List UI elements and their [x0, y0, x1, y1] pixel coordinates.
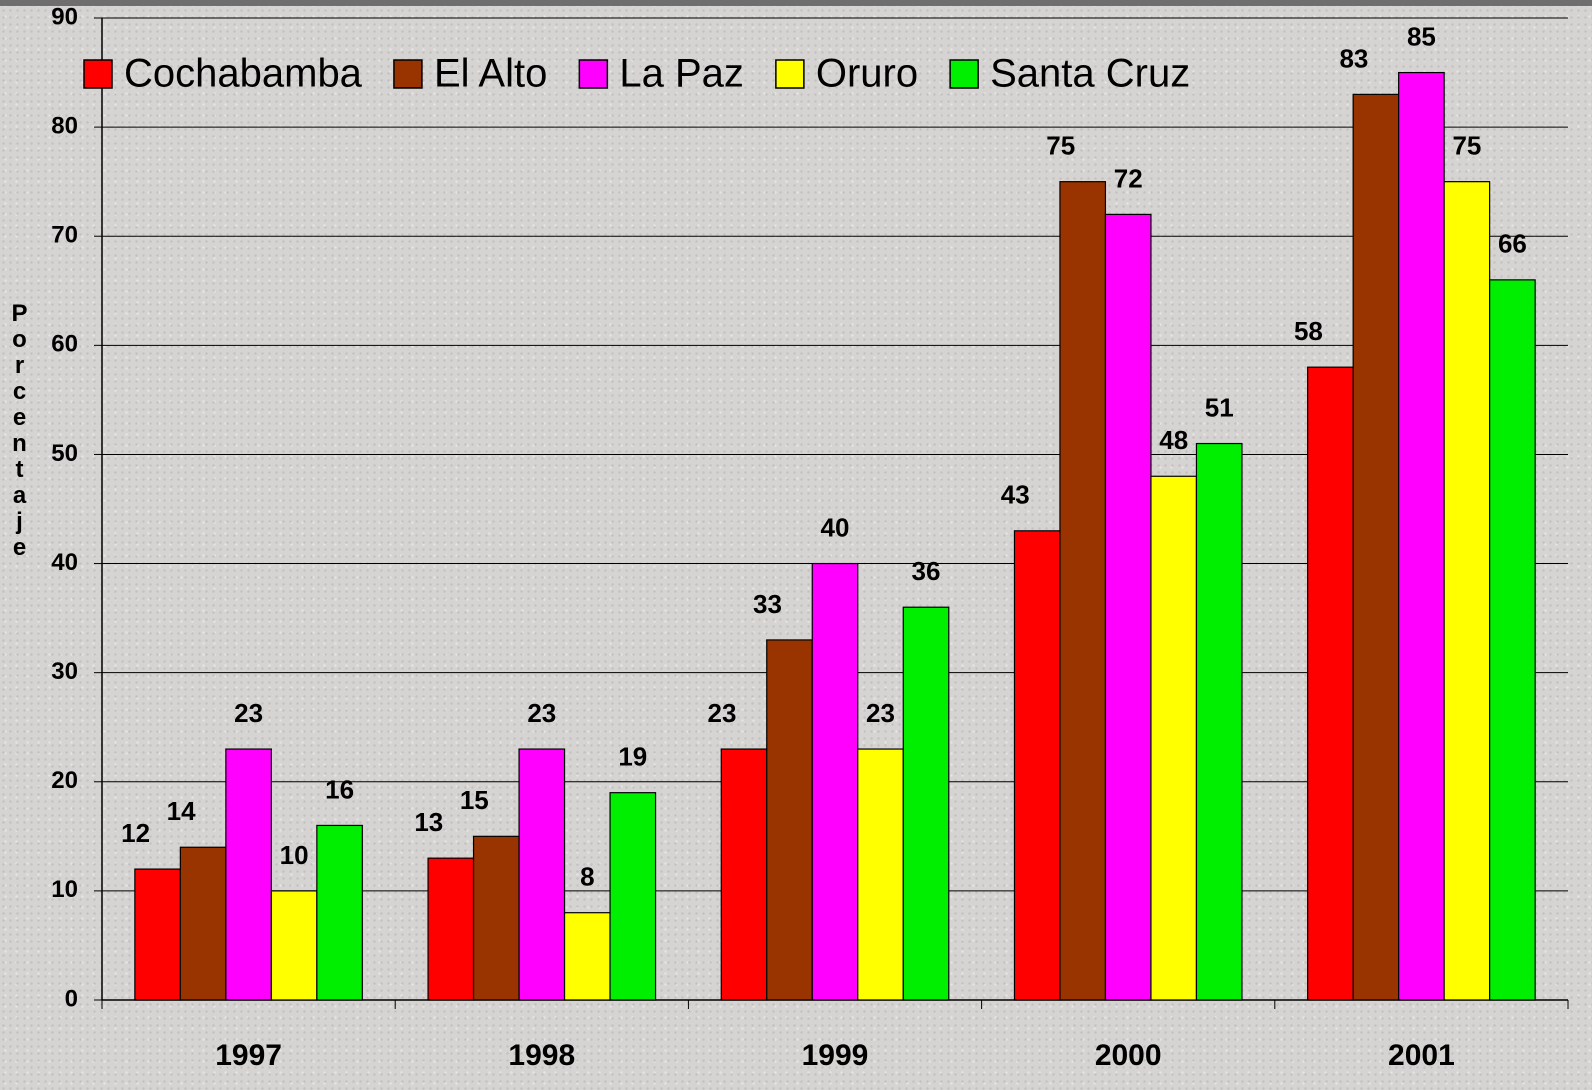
y-tick-label: 30 [51, 658, 78, 685]
bar [563, 912, 611, 1001]
y-tick-label: 0 [65, 985, 78, 1012]
bar [902, 606, 950, 1001]
bar [1352, 93, 1400, 1001]
bar [472, 835, 520, 1001]
legend-label: La Paz [619, 52, 744, 96]
bar [316, 824, 363, 1001]
legend-swatch [775, 59, 805, 89]
y-tick-label: 20 [51, 767, 78, 794]
data-label: 75 [1046, 131, 1075, 161]
data-label: 19 [618, 742, 647, 772]
legend-swatch [578, 59, 609, 89]
top-strip [0, 0, 1592, 6]
data-label: 51 [1205, 392, 1234, 422]
legend-swatch [83, 59, 113, 89]
data-label: 8 [580, 862, 594, 892]
bar [1489, 279, 1536, 1001]
data-label: 16 [325, 774, 354, 804]
bar [1443, 181, 1491, 1001]
bar [1398, 71, 1445, 1001]
data-label: 43 [1001, 480, 1030, 510]
data-label: 23 [866, 698, 895, 728]
data-label: 75 [1452, 131, 1481, 161]
bar [1150, 475, 1198, 1001]
data-label: 10 [280, 840, 309, 870]
y-tick-label: 50 [51, 440, 78, 467]
bar [179, 846, 227, 1001]
y-tick-label: 80 [51, 112, 78, 139]
y-tick-label: 90 [51, 3, 78, 30]
bar [1307, 366, 1354, 1001]
bar [720, 748, 768, 1001]
data-label: 83 [1339, 43, 1368, 73]
data-label: 40 [821, 512, 850, 542]
legend-label: El Alto [434, 52, 547, 96]
data-label: 23 [708, 698, 737, 728]
data-label: 85 [1407, 21, 1436, 51]
bar [225, 748, 272, 1001]
data-label: 48 [1159, 425, 1188, 455]
bar [609, 792, 657, 1001]
data-label: 72 [1114, 163, 1143, 193]
bar [1195, 442, 1243, 1001]
bar [134, 868, 181, 1001]
data-label: 23 [527, 698, 556, 728]
data-label: 66 [1498, 229, 1527, 259]
legend-label: Oruro [816, 52, 918, 96]
data-label: 23 [234, 698, 263, 728]
bar [270, 890, 318, 1001]
bar [427, 857, 475, 1001]
y-tick-label: 70 [51, 222, 78, 249]
bar [857, 748, 904, 1001]
bar [766, 639, 813, 1001]
x-tick-label: 1999 [802, 1039, 869, 1072]
data-label: 58 [1294, 316, 1323, 346]
data-label: 36 [912, 556, 941, 586]
y-tick-label: 10 [51, 876, 78, 903]
data-label: 12 [121, 818, 150, 848]
legend-swatch [393, 59, 423, 89]
bar [1104, 213, 1152, 1001]
x-tick-label: 1998 [508, 1039, 575, 1072]
x-tick-label: 1997 [215, 1039, 282, 1072]
data-label: 13 [414, 807, 443, 837]
data-label: 33 [753, 589, 782, 619]
y-tick-label: 60 [51, 331, 78, 358]
legend-label: Cochabamba [124, 52, 363, 96]
legend-swatch [949, 59, 979, 89]
bar [1059, 181, 1107, 1001]
x-tick-label: 2001 [1388, 1039, 1455, 1072]
bar [811, 562, 859, 1001]
legend-label: Santa Cruz [990, 52, 1190, 96]
y-tick-label: 40 [51, 549, 78, 576]
x-tick-label: 2000 [1095, 1039, 1162, 1072]
y-axis-label: Porcentaje [6, 300, 33, 560]
bar [1013, 530, 1061, 1001]
bar [518, 748, 566, 1001]
data-label: 15 [460, 785, 489, 815]
data-label: 14 [167, 796, 196, 826]
